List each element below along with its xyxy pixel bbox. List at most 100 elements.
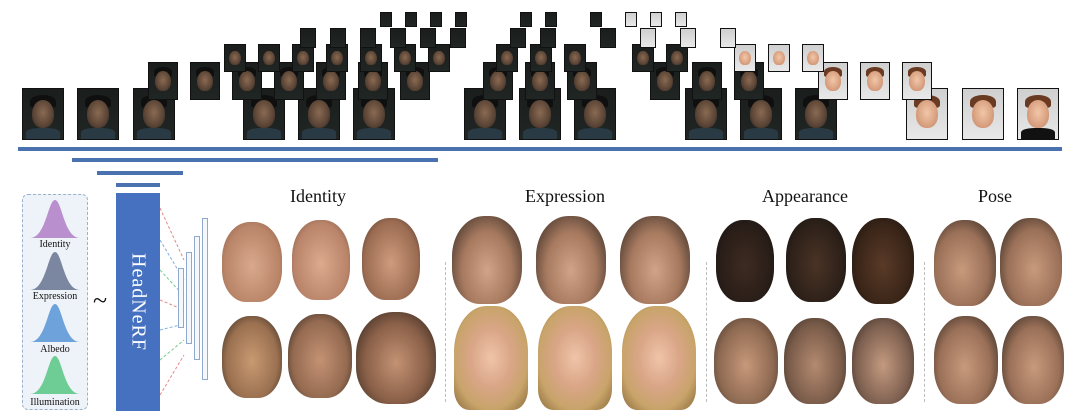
- dataset-photo: [675, 12, 687, 27]
- dataset-photo: [390, 28, 406, 48]
- dataset-photo: [632, 44, 654, 72]
- rendered-face-appearance: [852, 318, 914, 404]
- dataset-divider-line: [18, 147, 1062, 151]
- rendered-face-appearance: [716, 220, 774, 302]
- albedo-distribution-curve: [30, 304, 80, 342]
- dataset-photo: [326, 44, 348, 72]
- dataset-photo: [650, 12, 662, 27]
- decoder-layer: [186, 252, 192, 344]
- model-name: HeadNeRF: [127, 253, 150, 351]
- dataset-photo: [258, 44, 280, 72]
- dataset-photo: [510, 28, 526, 48]
- dataset-photo: [300, 28, 316, 48]
- dataset-photo: [795, 88, 837, 140]
- dataset-photo: [734, 44, 756, 72]
- stack-bar-level-1: [72, 158, 438, 162]
- decoder-layer: [202, 218, 208, 380]
- dataset-photo: [380, 12, 392, 27]
- dataset-photo: [520, 12, 532, 27]
- rendered-face-pose: [1000, 218, 1062, 306]
- dataset-photo: [358, 62, 388, 100]
- rendered-face-appearance: [786, 218, 846, 302]
- rendered-face-identity: [222, 222, 282, 302]
- dataset-photo: [22, 88, 64, 140]
- dataset-photo: [232, 62, 262, 100]
- headnerf-model-block: HeadNeRF: [116, 193, 160, 411]
- dataset-photo: [564, 44, 586, 72]
- dataset-photo: [405, 12, 417, 27]
- heading-appearance: Appearance: [762, 186, 848, 206]
- heading-expression: Expression: [525, 186, 605, 206]
- dataset-photo: [224, 44, 246, 72]
- dataset-photo: [496, 44, 518, 72]
- rendered-face-pose: [1002, 316, 1064, 404]
- dataset-photo: [360, 28, 376, 48]
- rendered-face-identity: [362, 218, 420, 300]
- dataset-photo: [802, 44, 824, 72]
- dataset-photo: [666, 44, 688, 72]
- dataset-photo: [148, 62, 178, 100]
- dataset-photo: [600, 28, 616, 48]
- latent-label-illumination: Illumination: [30, 397, 80, 408]
- group-separator: [924, 262, 925, 402]
- heading-identity: Identity: [290, 186, 346, 206]
- illumination-distribution-curve: [30, 356, 80, 394]
- dataset-photo: [768, 44, 790, 72]
- dataset-photo: [330, 28, 346, 48]
- heading-pose: Pose: [978, 186, 1013, 206]
- dataset-photo: [428, 44, 450, 72]
- dataset-photo: [692, 62, 722, 100]
- dataset-photo: [902, 62, 932, 100]
- rendered-face-pose: [934, 220, 996, 306]
- latent-label-albedo: Albedo: [40, 344, 70, 355]
- group-separator: [445, 262, 446, 402]
- dataset-photo: [430, 12, 442, 27]
- dataset-photo: [292, 44, 314, 72]
- rendered-face-expression: [622, 306, 696, 410]
- dataset-photo: [394, 44, 416, 72]
- rendered-face-identity: [292, 220, 350, 300]
- expression-distribution-curve: [30, 252, 80, 290]
- dataset-photo: [1017, 88, 1059, 140]
- decoder-layer: [178, 268, 184, 328]
- latent-label-identity: Identity: [39, 239, 71, 250]
- dataset-photo: [360, 44, 382, 72]
- identity-distribution-curve: [30, 200, 80, 238]
- sampling-tilde: ~: [93, 286, 108, 315]
- dataset-photo: [77, 88, 119, 140]
- stack-bar-level-2: [97, 171, 183, 175]
- rendered-face-expression: [536, 216, 606, 304]
- dataset-photo: [530, 44, 552, 72]
- dataset-photo: [860, 62, 890, 100]
- dataset-photo: [625, 12, 637, 27]
- dataset-photo: [450, 28, 466, 48]
- dataset-photo: [190, 62, 220, 100]
- dataset-photo: [962, 88, 1004, 140]
- stack-bar-level-3: [116, 183, 160, 187]
- rendered-face-appearance: [784, 318, 846, 404]
- latent-distribution-curves: [30, 200, 80, 394]
- dataset-photo: [545, 12, 557, 27]
- dataset-photo: [680, 28, 696, 48]
- rendered-face-expression: [620, 216, 690, 304]
- dataset-photo: [590, 12, 602, 27]
- rendered-face-identity: [356, 312, 436, 404]
- rendered-face-identity: [222, 316, 282, 398]
- dataset-photo: [420, 28, 436, 48]
- dataset-photo: [720, 28, 736, 48]
- dataset-photo: [640, 28, 656, 48]
- rendered-face-appearance: [714, 318, 778, 404]
- latent-label-expression: Expression: [32, 291, 78, 302]
- rendered-face-appearance: [852, 218, 914, 304]
- rendered-face-pose: [934, 316, 998, 404]
- rendered-face-expression: [452, 216, 522, 304]
- output-connections: [160, 207, 185, 396]
- group-separator: [706, 262, 707, 402]
- dataset-photo: [540, 28, 556, 48]
- decoder-layer: [194, 236, 200, 360]
- rendered-face-expression: [538, 306, 612, 410]
- dataset-photo: [455, 12, 467, 27]
- rendered-face-identity: [288, 314, 352, 398]
- dataset-mosaic: [0, 0, 1080, 145]
- rendered-face-expression: [454, 306, 528, 410]
